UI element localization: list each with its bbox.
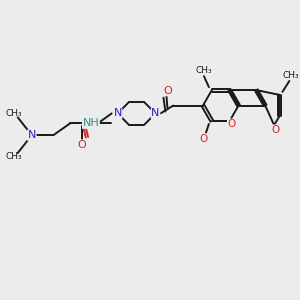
Text: NH: NH [82,118,99,128]
Text: O: O [227,119,236,129]
Text: O: O [163,86,172,96]
Text: CH₃: CH₃ [5,109,22,118]
Text: O: O [200,134,208,144]
Text: N: N [27,130,36,140]
Text: CH₃: CH₃ [196,66,212,75]
Text: CH₃: CH₃ [283,70,300,80]
Text: O: O [271,125,279,135]
Text: N: N [113,108,122,118]
Text: CH₃: CH₃ [5,152,22,161]
Text: N: N [151,108,160,118]
Text: O: O [78,140,86,150]
